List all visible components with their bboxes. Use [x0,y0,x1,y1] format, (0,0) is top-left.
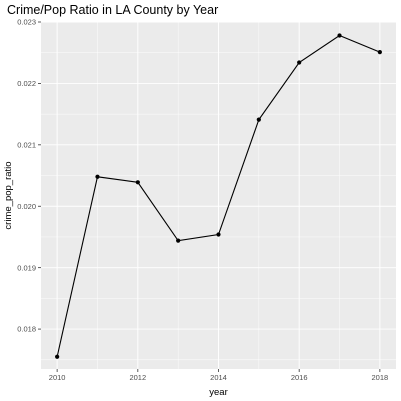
data-point [135,180,140,185]
y-tick-label: 0.022 [17,79,36,88]
data-point [297,60,302,65]
y-axis-title: crime_pop_ratio [3,161,14,229]
data-point [176,238,181,243]
y-tick-label: 0.019 [17,263,36,272]
y-tick-label: 0.018 [17,325,36,334]
x-tick-label: 2014 [210,373,227,382]
y-axis: 0.018 0.019 0.020 0.021 0.022 0.023 [17,18,41,334]
major-gridlines [41,21,396,369]
x-tick-label: 2018 [372,373,389,382]
y-tick-label: 0.021 [17,140,36,149]
x-tick-label: 2010 [49,373,66,382]
data-point [256,117,261,122]
data-point [95,174,100,179]
data-points [55,33,382,359]
x-axis-title: year [209,387,227,398]
x-axis: 2010 2012 2014 2016 2018 [49,369,388,382]
data-point [216,232,221,237]
data-point [337,33,342,38]
y-tick-label: 0.023 [17,18,36,27]
x-tick-label: 2012 [129,373,146,382]
y-tick-label: 0.020 [17,202,36,211]
x-tick-label: 2016 [291,373,308,382]
data-point [377,49,382,55]
chart-title: Crime/Pop Ratio in LA County by Year [7,3,218,17]
data-point [55,354,60,359]
